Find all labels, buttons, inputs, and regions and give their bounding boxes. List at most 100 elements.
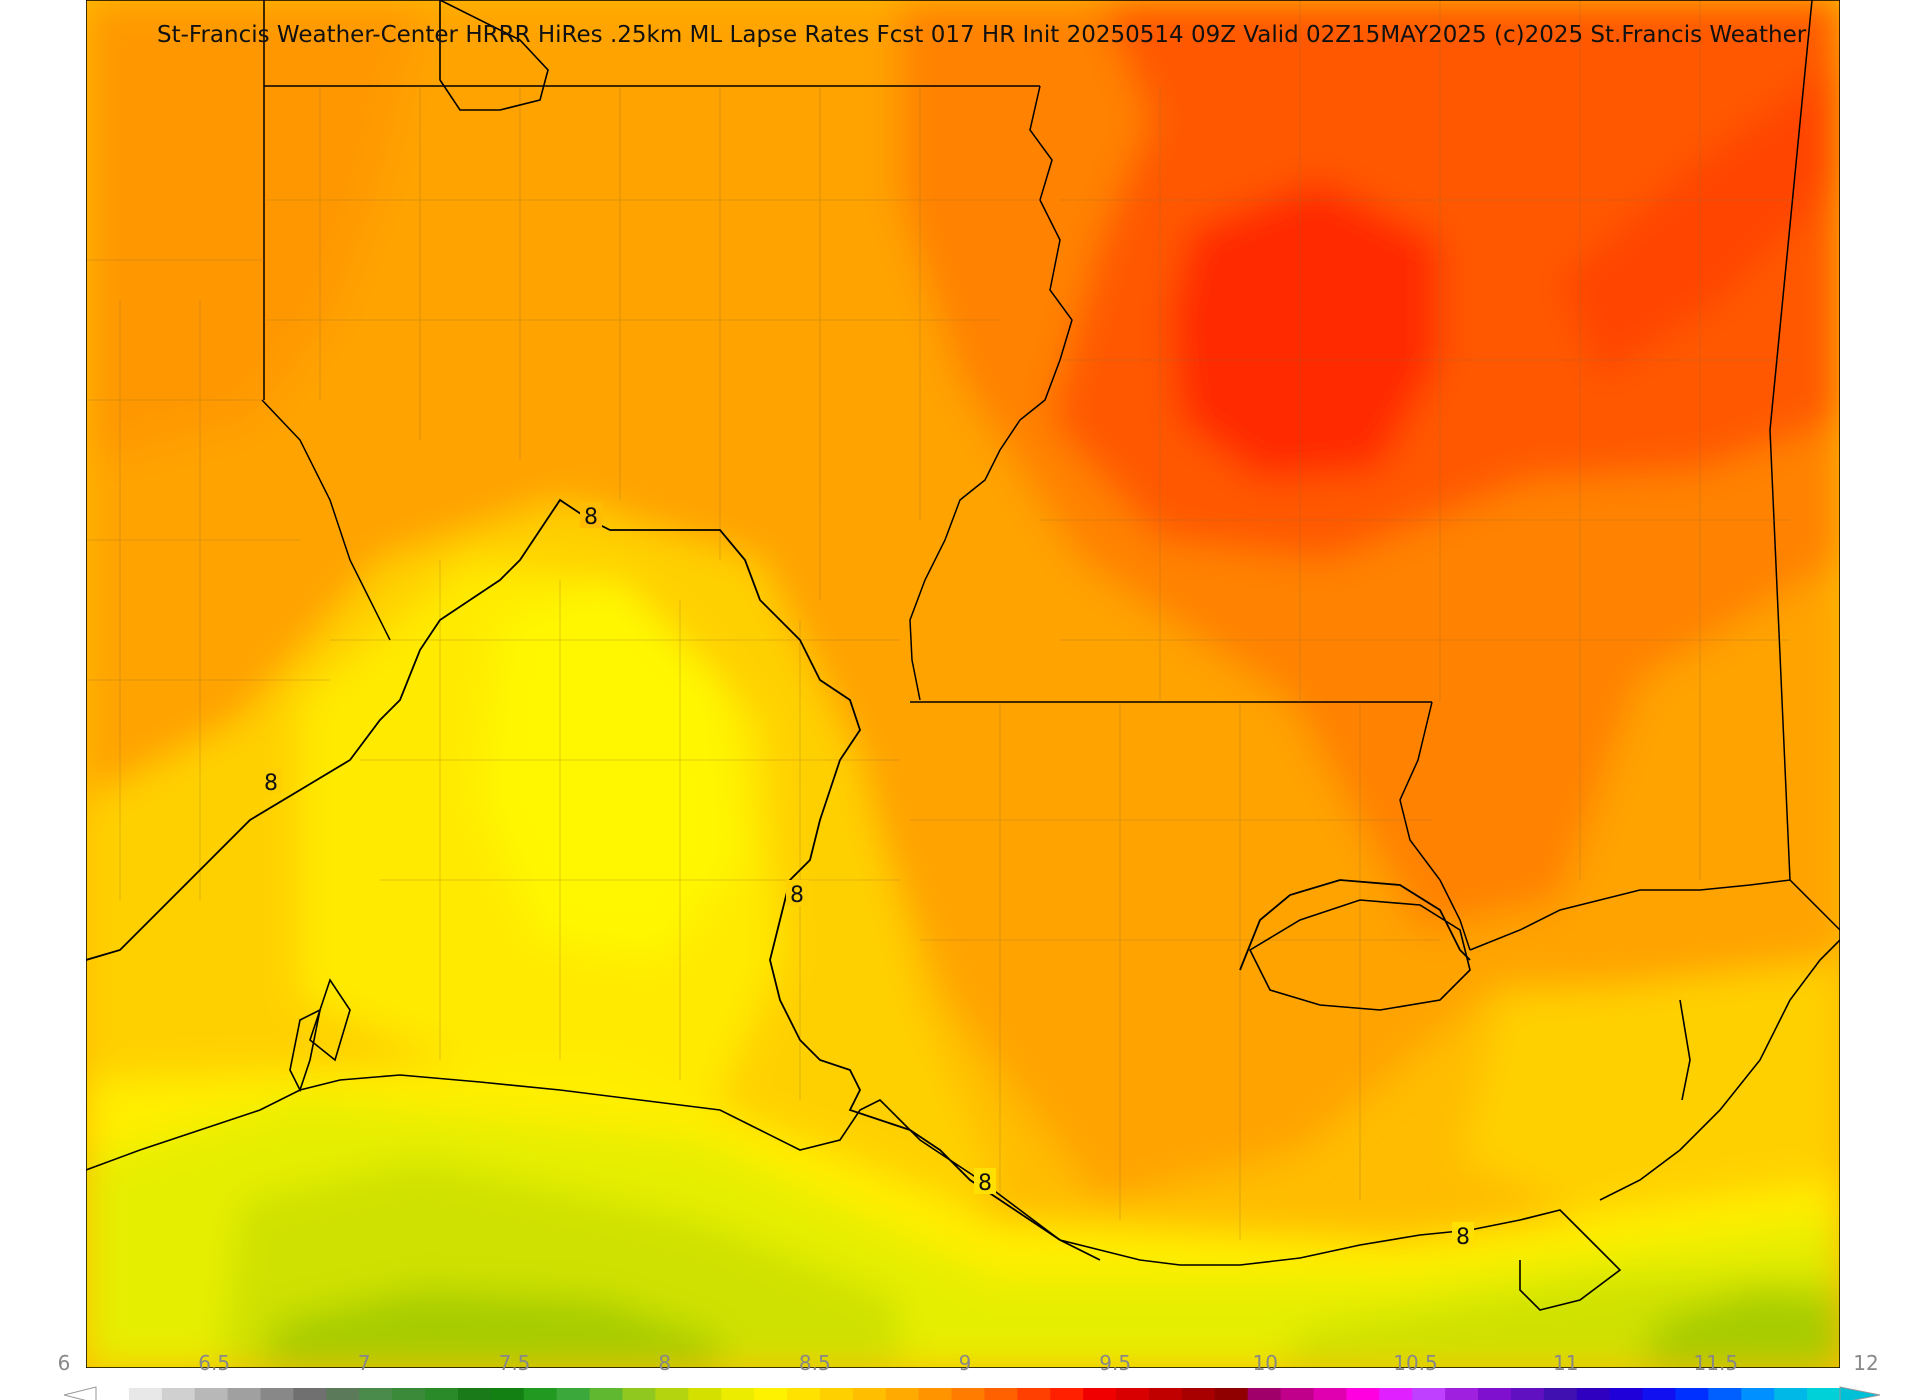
coastline [86,0,1840,1311]
colorbar-bin [1675,1388,1709,1400]
field-deep-red-core [1170,180,1440,480]
colorbar-bin [1017,1388,1051,1400]
colorbar-bin [1642,1388,1676,1400]
colorbar-tick-label: 9 [959,1351,972,1375]
contour-8-main [86,498,1101,1261]
field-bright-yellow [480,580,740,960]
colorbar-bin [96,1388,130,1400]
field-gold-east-coast [1460,960,1840,1220]
colorbar: 6 6.5 7 7.5 8 8.5 9 9.5 10 10.5 11 11.5 12 [58,1351,1881,1400]
colorbar-bin [227,1388,262,1400]
colorbar-bin [1313,1388,1347,1400]
colorbar-bin [589,1388,623,1400]
field-olive-gulf [260,1290,720,1368]
state-border-pearl-river [1399,701,1471,951]
colorbar-bin [260,1388,294,1400]
lapse-rate-field [86,0,1840,1368]
colorbar-bin [293,1388,327,1400]
colorbar-bin [918,1388,953,1400]
colorbar-bin [1576,1388,1611,1400]
colorbar-tick-label: 7.5 [499,1351,531,1375]
lake-ouachita-north [439,0,549,111]
state-border-east [1769,0,1813,881]
colorbar-bin [1609,1388,1644,1400]
colorbar-bin [1807,1388,1841,1400]
colorbar-bin [1346,1388,1380,1400]
colorbar-bin [787,1388,821,1400]
colorbar-tick-label: 8.5 [799,1351,831,1375]
colorbar-bin [1116,1388,1150,1400]
colorbar-bin [754,1388,788,1400]
colorbar-tick-label: 8 [658,1351,671,1375]
colorbar-bin [951,1388,985,1400]
coastline-east [1599,939,1840,1201]
colorbar-bin [1774,1388,1808,1400]
colorbar-bin [1050,1388,1084,1400]
colorbar-bin [1412,1388,1446,1400]
colorbar-tick-label: 10.5 [1393,1351,1438,1375]
colorbar-bin [128,1388,163,1400]
colorbar-bin [885,1388,920,1400]
colorbar-bins [96,1388,1841,1400]
colorbar-bin [1741,1388,1775,1400]
contour-8-loop-east [1239,879,1471,971]
field-red-streak-ne [1560,60,1840,380]
colorbar-bin [326,1388,360,1400]
colorbar-bin [1247,1388,1282,1400]
contour-labels: 8 8 8 8 8 [260,502,1474,1250]
colorbar-min-arrow [63,1386,97,1400]
coastline-west [86,1074,1521,1266]
colorbar-max-arrow [1839,1386,1881,1400]
colorbar-bin [457,1388,492,1400]
colorbar-bin [556,1388,591,1400]
contour-label-8-central: 8 [790,883,804,908]
map-title: St-Francis Weather-Center HRRR HiRes .25… [157,22,1807,48]
colorbar-bin [523,1388,558,1400]
county-lines [86,0,1800,1240]
colorbar-bin [1214,1388,1249,1400]
colorbar-tick-label: 6 [58,1351,71,1375]
map-panel: 8 8 8 8 8 [86,0,1840,1368]
chandeleur-islands [1679,999,1691,1101]
colorbar-tick-label: 12 [1853,1351,1878,1375]
contour-label-8-north: 8 [584,505,598,530]
colorbar-bin [984,1388,1018,1400]
state-borders [261,0,1840,951]
contour-label-8-coast: 8 [978,1171,992,1196]
colorbar-bin [359,1388,393,1400]
colorbar-bin [688,1388,722,1400]
colorbar-tick-label: 9.5 [1099,1351,1131,1375]
colorbar-tick-label: 6.5 [198,1351,230,1375]
colorbar-bin [655,1388,689,1400]
coastline-delta [1519,1209,1622,1311]
colorbar-bin [1510,1388,1545,1400]
sabine-lake [309,978,351,1062]
colorbar-labels: 6 6.5 7 7.5 8 8.5 9 9.5 10 10.5 11 11.5 12 [58,1351,1879,1375]
state-border-east-coast [1469,879,1840,951]
lake-pontchartrain [1248,899,1471,1011]
field-olive-gulf-east [1640,1290,1840,1368]
colorbar-bin [1083,1388,1117,1400]
colorbar-bin [721,1388,755,1400]
contour-label-8-delta: 8 [1456,1225,1470,1250]
colorbar-tick-label: 11 [1553,1351,1578,1375]
colorbar-bin [1379,1388,1413,1400]
colorbar-tick-label: 11.5 [1694,1351,1739,1375]
colorbar-bin [1280,1388,1315,1400]
contour-label-8-west: 8 [264,771,278,796]
colorbar-bin [425,1388,459,1400]
colorbar-bin [161,1388,196,1400]
colorbar-bin [194,1388,229,1400]
colorbar-bin [1445,1388,1479,1400]
state-border-sabine [261,399,391,641]
colorbar-tick-label: 10 [1253,1351,1278,1375]
field-orange-west [86,0,420,460]
colorbar-bin [392,1388,426,1400]
colorbar-bin [1708,1388,1742,1400]
colorbar-bin [1181,1388,1216,1400]
colorbar-bin [622,1388,656,1400]
colorbar-tick-label: 7 [358,1351,371,1375]
state-border-mississippi-river [909,85,1073,701]
toledo-bend-reservoir [289,1008,322,1093]
